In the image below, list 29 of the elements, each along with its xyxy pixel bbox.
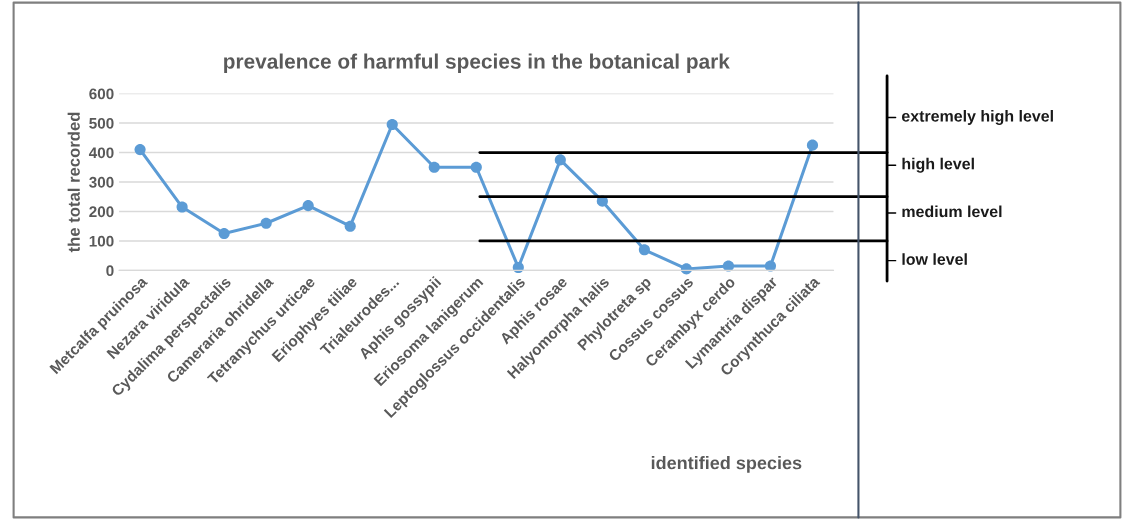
text: low level: [902, 253, 967, 265]
point: [176, 201, 188, 213]
point: [344, 220, 356, 232]
point: [134, 144, 146, 156]
point: [806, 139, 819, 151]
y-tick-label: 400: [88, 147, 114, 159]
y-tick-label: 0: [106, 265, 114, 277]
point: [260, 217, 272, 229]
point: [554, 154, 566, 166]
text: high level: [902, 157, 974, 173]
x-axis-title: identified species: [651, 456, 802, 473]
point: [512, 261, 524, 274]
text: medium level: [902, 205, 1002, 218]
point: [470, 161, 482, 173]
point: [764, 260, 777, 272]
point: [638, 244, 650, 256]
point: [722, 260, 734, 272]
text: extremely high level: [901, 109, 1053, 125]
y-tick-label: 100: [89, 235, 114, 247]
y-tick-label: 200: [89, 206, 114, 218]
point: [428, 161, 440, 173]
point: [302, 200, 314, 212]
y-tick-label: 600: [89, 88, 114, 100]
y-axis-title: the total recorded: [67, 112, 80, 253]
chart-title: prevalence of harmful species in the botanical park: [224, 53, 730, 73]
point: [386, 118, 398, 131]
y-tick-label: 300: [89, 176, 114, 188]
y-tick-label: 500: [89, 117, 114, 129]
point: [218, 228, 230, 240]
